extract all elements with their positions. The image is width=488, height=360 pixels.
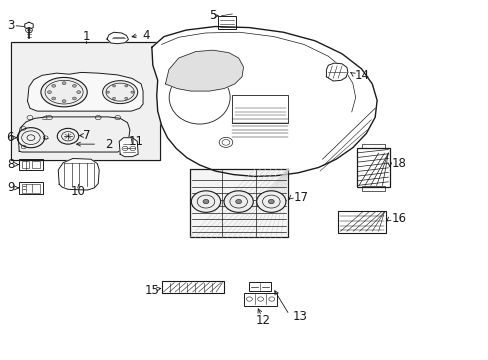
Bar: [190, 169, 287, 237]
Text: 3: 3: [7, 19, 14, 32]
Bar: [217, 16, 236, 30]
Text: 17: 17: [293, 191, 307, 204]
Bar: [11, 42, 160, 160]
Circle shape: [77, 91, 81, 94]
Polygon shape: [58, 158, 99, 190]
Polygon shape: [107, 32, 128, 44]
Polygon shape: [326, 63, 347, 81]
Circle shape: [47, 91, 51, 94]
Circle shape: [106, 91, 109, 93]
Circle shape: [235, 199, 241, 204]
Bar: [189, 168, 288, 237]
Circle shape: [72, 97, 76, 100]
Bar: [249, 282, 270, 291]
Text: 10: 10: [70, 185, 85, 198]
Circle shape: [112, 97, 115, 99]
Circle shape: [191, 191, 220, 212]
Circle shape: [256, 191, 285, 212]
Polygon shape: [18, 117, 130, 152]
Polygon shape: [25, 22, 33, 30]
Circle shape: [62, 82, 66, 85]
Bar: [21, 184, 40, 193]
Ellipse shape: [41, 77, 87, 107]
Circle shape: [62, 100, 66, 103]
Text: 2: 2: [105, 138, 112, 150]
Circle shape: [112, 85, 115, 87]
Bar: [337, 211, 385, 233]
Polygon shape: [27, 72, 143, 111]
Bar: [21, 161, 29, 168]
Text: 8: 8: [8, 158, 15, 171]
Bar: [19, 182, 42, 194]
Text: 7: 7: [82, 129, 90, 142]
Text: 15: 15: [144, 284, 159, 297]
Bar: [361, 186, 384, 191]
Text: 1: 1: [82, 30, 90, 43]
Text: 16: 16: [391, 212, 406, 225]
Circle shape: [224, 191, 253, 212]
Text: 4: 4: [142, 29, 149, 42]
Text: 6: 6: [6, 131, 13, 144]
Polygon shape: [152, 27, 376, 176]
Bar: [19, 159, 42, 170]
Text: 5: 5: [209, 9, 216, 22]
Circle shape: [52, 97, 56, 100]
Text: 18: 18: [391, 157, 406, 170]
Polygon shape: [165, 50, 243, 91]
Text: 9: 9: [8, 181, 15, 194]
Bar: [232, 95, 288, 123]
Ellipse shape: [102, 81, 138, 104]
Circle shape: [124, 97, 127, 99]
Bar: [161, 282, 224, 293]
Text: 13: 13: [292, 310, 306, 324]
Bar: [361, 144, 384, 148]
Circle shape: [131, 91, 134, 93]
Polygon shape: [119, 138, 138, 157]
Text: 11: 11: [128, 135, 143, 148]
Circle shape: [72, 84, 76, 87]
Bar: [243, 293, 276, 306]
Text: 14: 14: [354, 69, 369, 82]
Bar: [13, 43, 158, 159]
Bar: [32, 161, 40, 168]
Circle shape: [124, 85, 127, 87]
Circle shape: [203, 199, 208, 204]
Circle shape: [268, 199, 274, 204]
Text: 12: 12: [255, 314, 270, 327]
Ellipse shape: [169, 71, 230, 124]
Circle shape: [52, 84, 56, 87]
Bar: [356, 148, 389, 187]
